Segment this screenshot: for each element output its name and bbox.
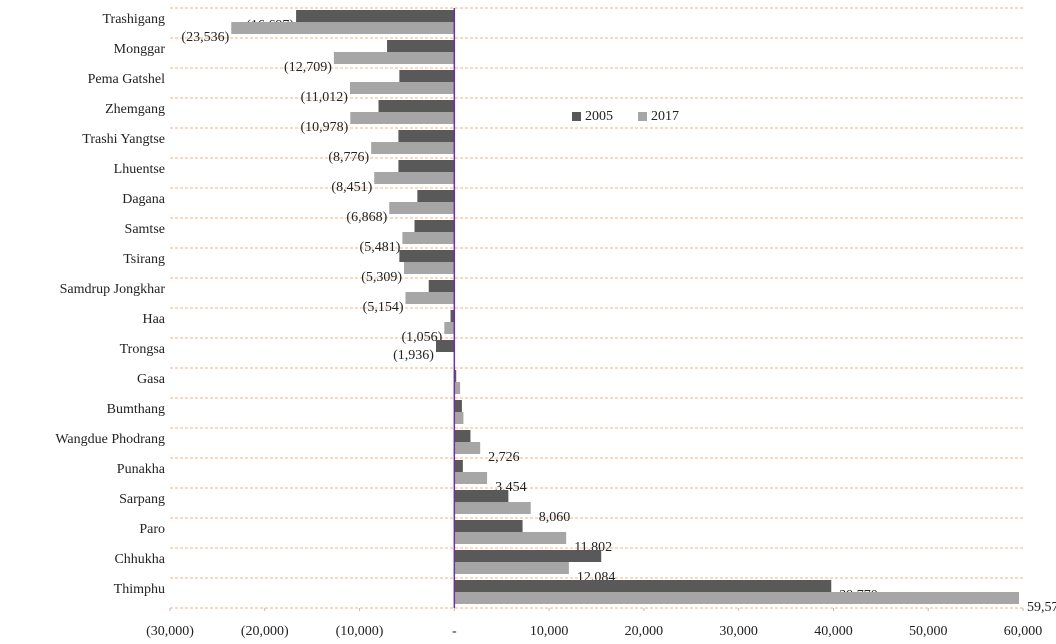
bar [399, 250, 455, 262]
bar [435, 340, 455, 352]
x-tick-label: (20,000) [241, 624, 289, 639]
bar [402, 232, 455, 244]
y-tick-label: Punakha [117, 462, 166, 477]
data-label: 59,578 [1027, 600, 1056, 615]
bar [399, 70, 455, 82]
x-tick-label: - [452, 624, 457, 639]
bar [454, 382, 461, 394]
x-tick-label: (30,000) [146, 624, 194, 639]
data-label: (23,536) [181, 30, 229, 45]
y-tick-label: Trashi Yangtse [82, 132, 165, 147]
x-tick-label: 30,000 [719, 624, 758, 639]
bar [405, 292, 455, 304]
x-tick-label: 20,000 [625, 624, 664, 639]
y-tick-label: Zhemgang [105, 102, 165, 117]
bar [374, 172, 455, 184]
y-tick-label: Chhukha [114, 552, 165, 567]
bar [398, 160, 455, 172]
y-tick-label: Samtse [125, 222, 165, 237]
x-tick-label: 40,000 [814, 624, 853, 639]
data-label: (12,709) [284, 60, 332, 75]
data-label: (6,868) [346, 210, 387, 225]
bar [333, 52, 455, 64]
y-tick-label: Thimphu [114, 582, 165, 597]
bar [389, 202, 455, 214]
x-tick-label: 60,000 [1004, 624, 1043, 639]
x-tick-label: (10,000) [336, 624, 384, 639]
bar [428, 280, 455, 292]
bar [454, 430, 471, 442]
data-label: (11,012) [301, 90, 349, 105]
y-tick-label: Trongsa [120, 342, 166, 357]
y-tick-label: Trashigang [103, 12, 166, 27]
data-label: (5,309) [361, 270, 402, 285]
y-tick-label: Paro [139, 522, 165, 537]
data-label: 2,726 [488, 450, 520, 465]
bar [231, 22, 455, 34]
y-tick-label: Dagana [122, 192, 166, 207]
bar [398, 130, 455, 142]
y-tick-label: Wangdue Phodrang [55, 432, 165, 447]
x-tick-label: 50,000 [909, 624, 948, 639]
bar [454, 580, 832, 592]
legend-swatch [638, 112, 647, 121]
bar [454, 442, 481, 454]
y-tick-label: Samdrup Jongkhar [60, 282, 166, 297]
bar [444, 322, 455, 334]
data-label: 8,060 [539, 510, 571, 525]
bar [454, 460, 463, 472]
y-tick-label: Pema Gatshel [88, 72, 165, 87]
data-label: (8,776) [328, 150, 369, 165]
x-tick-label: 10,000 [530, 624, 569, 639]
bar [454, 592, 1020, 604]
bar [454, 490, 509, 502]
bar [454, 550, 602, 562]
bar [454, 520, 523, 532]
legend-label: 2005 [585, 109, 613, 124]
y-tick-label: Monggar [114, 42, 166, 57]
y-tick-label: Haa [142, 312, 165, 327]
data-label: (1,936) [393, 348, 434, 363]
bar [349, 82, 455, 94]
data-label: (1,056) [401, 330, 442, 345]
bar [454, 472, 488, 484]
bar [454, 502, 531, 514]
bar [454, 412, 464, 424]
y-tick-label: Tsirang [123, 252, 165, 267]
y-tick-label: Gasa [137, 372, 166, 387]
bar [454, 562, 569, 574]
legend-swatch [572, 112, 581, 121]
bar [378, 100, 455, 112]
bar [387, 40, 455, 52]
bar [454, 370, 457, 382]
bar [296, 10, 455, 22]
bar [350, 112, 455, 124]
data-label: (5,481) [360, 240, 401, 255]
data-label: (10,978) [300, 120, 348, 135]
y-tick-label: Lhuentse [114, 162, 165, 177]
bar [417, 190, 455, 202]
legend-label: 2017 [651, 109, 679, 124]
bar [404, 262, 455, 274]
y-tick-label: Bumthang [107, 402, 165, 417]
y-tick-label: Sarpang [119, 492, 165, 507]
bar [371, 142, 455, 154]
bar [450, 310, 455, 322]
bar [454, 532, 567, 544]
data-label: (5,154) [363, 300, 404, 315]
data-label: (8,451) [331, 180, 372, 195]
bar [454, 400, 462, 412]
bar [414, 220, 455, 232]
